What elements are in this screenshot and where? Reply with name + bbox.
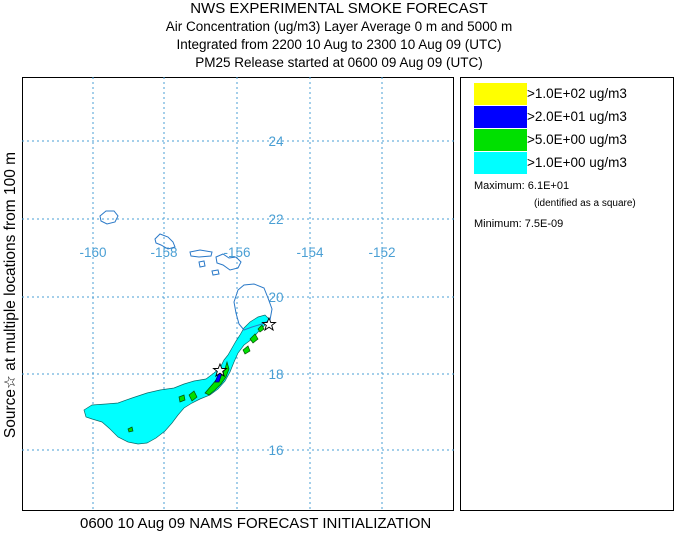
lon-label-156: -156: [223, 245, 250, 260]
lon-label-154: -154: [296, 245, 324, 260]
lat-label-24: 24: [268, 134, 284, 149]
source-star-offshore: [212, 362, 228, 378]
legend-swatch-2: [474, 106, 527, 128]
legend-swatch-4: [474, 152, 527, 174]
coastlines: [99, 210, 273, 331]
lat-label-18: 18: [268, 367, 283, 382]
maximum-value: Maximum: 6.1E+01: [474, 180, 570, 192]
legend-item-4: >1.0E+00 ug/m3: [474, 152, 674, 174]
forecast-initialization: 0600 10 Aug 09 NAMS FORECAST INITIALIZAT…: [80, 515, 432, 532]
legend-swatch-3: [474, 129, 527, 151]
map-title: NWS EXPERIMENTAL SMOKE FORECAST: [190, 0, 488, 17]
lon-label-152: -152: [368, 245, 395, 260]
legend-label-1: >1.0E+02 ug/m3: [527, 86, 627, 101]
island-kauai: [99, 210, 119, 225]
map-frame: [22, 77, 454, 511]
graticule: [22, 77, 454, 511]
smoke-plume-low: [83, 314, 270, 445]
forecast-map: -160 -158 -156 -154 -152 24 22 20 18 16: [22, 77, 454, 511]
source-star-kilauea: [261, 316, 277, 332]
island-molokai: [189, 249, 213, 258]
island-lanai: [198, 260, 206, 268]
legend-panel: [460, 77, 674, 511]
lat-label-22: 22: [268, 212, 283, 227]
concentration-subtitle: Air Concentration (ug/m3) Layer Average …: [165, 19, 513, 34]
lon-label-160: -160: [79, 245, 106, 260]
source-location-label: Source☆ at multiple locations from 100 m: [2, 151, 19, 439]
legend-label-3: >5.0E+00 ug/m3: [527, 132, 627, 147]
legend-item-1: >1.0E+02 ug/m3: [474, 83, 674, 105]
lon-label-158: -158: [150, 245, 177, 260]
lat-label-16: 16: [268, 443, 283, 458]
island-hawaii: [233, 283, 273, 331]
maximum-note: (identified as a square): [534, 198, 636, 209]
legend-item-2: >2.0E+01 ug/m3: [474, 106, 674, 128]
island-kahoolawe: [211, 269, 220, 276]
island-oahu: [154, 233, 176, 250]
integration-period: Integrated from 2200 10 Aug to 2300 10 A…: [176, 37, 502, 52]
legend-label-4: >1.0E+00 ug/m3: [527, 155, 627, 170]
legend-label-2: >2.0E+01 ug/m3: [527, 109, 627, 124]
island-maui: [215, 253, 242, 271]
minimum-value: Minimum: 7.5E-09: [474, 218, 564, 230]
lat-label-20: 20: [268, 290, 283, 305]
source-markers: [212, 316, 277, 378]
release-info: PM25 Release started at 0600 09 Aug 09 (…: [195, 55, 483, 70]
legend-item-3: >5.0E+00 ug/m3: [474, 129, 674, 151]
legend-swatch-1: [474, 83, 527, 105]
